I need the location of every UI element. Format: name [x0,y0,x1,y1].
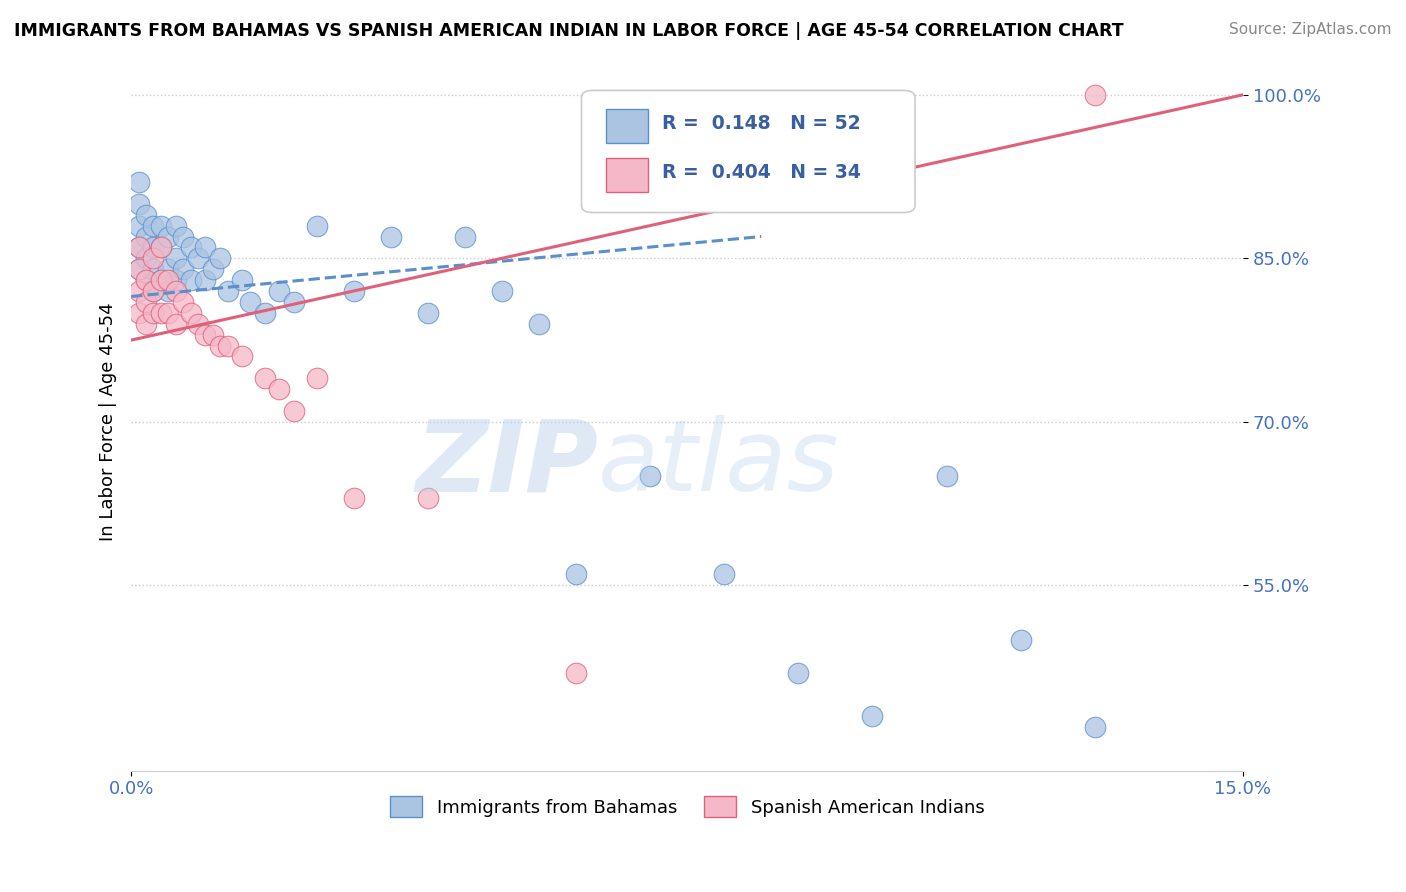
Point [201,262,224,277]
Point [269,382,291,396]
Point [787,665,810,680]
Y-axis label: In Labor Force | Age 45-54: In Labor Force | Age 45-54 [100,302,117,541]
Point [149,240,172,254]
Point [231,350,253,364]
Point [165,273,187,287]
Point [135,273,157,287]
Point [638,469,661,483]
Point [128,306,150,320]
Point [713,567,735,582]
Point [1084,87,1107,102]
Point [135,208,157,222]
Point [253,371,276,385]
Point [142,284,165,298]
Point [194,273,217,287]
Point [253,306,276,320]
Point [201,327,224,342]
Text: IMMIGRANTS FROM BAHAMAS VS SPANISH AMERICAN INDIAN IN LABOR FORCE | AGE 45-54 CO: IMMIGRANTS FROM BAHAMAS VS SPANISH AMERI… [14,22,1123,40]
Point [416,306,439,320]
Point [342,284,364,298]
Point [239,294,262,309]
Point [217,338,239,352]
Point [128,219,150,233]
Text: Source: ZipAtlas.com: Source: ZipAtlas.com [1229,22,1392,37]
Point [1084,720,1107,734]
Text: R =  0.404   N = 34: R = 0.404 N = 34 [662,163,860,182]
Point [135,294,157,309]
Point [491,284,513,298]
Point [269,284,291,298]
Point [142,219,165,233]
Point [157,284,180,298]
Point [187,252,209,266]
Text: ZIP: ZIP [415,415,598,512]
Point [149,306,172,320]
Point [142,240,165,254]
Point [157,262,180,277]
FancyBboxPatch shape [606,109,648,143]
FancyBboxPatch shape [582,90,915,212]
Point [128,175,150,189]
Point [165,219,187,233]
Point [128,240,150,254]
Point [283,294,305,309]
Point [157,306,180,320]
Point [128,262,150,277]
Point [142,262,165,277]
Text: R =  0.148   N = 52: R = 0.148 N = 52 [662,114,860,134]
Point [142,284,165,298]
Point [165,284,187,298]
Point [149,273,172,287]
Point [128,284,150,298]
Point [142,252,165,266]
Point [172,262,194,277]
Point [565,665,588,680]
Point [935,469,957,483]
Point [128,196,150,211]
Point [172,294,194,309]
Point [283,404,305,418]
Point [527,317,550,331]
Point [135,252,157,266]
Point [231,273,253,287]
Point [165,252,187,266]
Point [565,567,588,582]
Point [305,219,328,233]
Point [128,262,150,277]
Point [128,240,150,254]
Point [135,273,157,287]
Point [209,252,232,266]
Point [217,284,239,298]
Point [380,229,402,244]
Point [157,273,180,287]
Point [149,273,172,287]
Point [180,240,202,254]
Point [157,229,180,244]
Point [172,229,194,244]
FancyBboxPatch shape [606,158,648,192]
Text: atlas: atlas [598,415,839,512]
Point [149,240,172,254]
Point [180,273,202,287]
Point [180,306,202,320]
Point [860,709,883,723]
Point [194,240,217,254]
Point [135,317,157,331]
Point [787,142,810,156]
Point [1010,632,1032,647]
Point [142,306,165,320]
Point [342,491,364,505]
Point [135,229,157,244]
Point [165,317,187,331]
Point [209,338,232,352]
Legend: Immigrants from Bahamas, Spanish American Indians: Immigrants from Bahamas, Spanish America… [382,789,991,824]
Point [149,219,172,233]
Point [454,229,477,244]
Point [187,317,209,331]
Point [416,491,439,505]
Point [194,327,217,342]
Point [305,371,328,385]
